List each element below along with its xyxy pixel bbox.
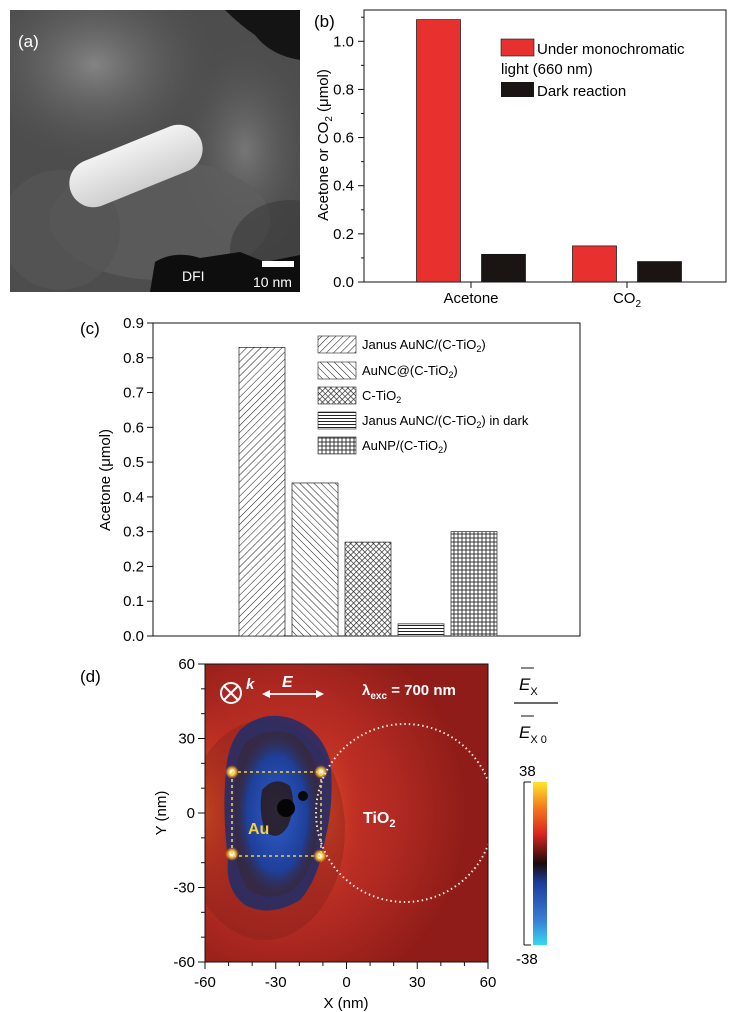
nanorod xyxy=(69,124,203,208)
x-tick-label-d: -60 xyxy=(194,974,216,991)
panel-a: (a) DFI 10 nm xyxy=(10,10,300,292)
y-tick-label-b: 1.0 xyxy=(333,33,354,50)
bar-b-dark xyxy=(637,261,682,283)
y-tick-label-c: 0.0 xyxy=(123,628,144,645)
legend-b: Under monochromatic light (660 nm) Dark … xyxy=(500,38,685,100)
y-tick-label-c: 0.9 xyxy=(123,315,144,332)
panel-c: (c) 0.0 0.1 0.2 0.3 0.4 0.5 0.6 0.7 0.8 0.9 Aceto… xyxy=(80,315,581,645)
au-label: Au xyxy=(248,821,269,838)
legend-label-c: C-TiO2 xyxy=(362,388,401,405)
k-label: k xyxy=(246,676,255,693)
y-tick-label-b: 0.2 xyxy=(333,226,354,243)
legend-swatch-light xyxy=(500,38,535,57)
e-arrow xyxy=(262,690,324,698)
legend-label-c: Janus AuNC/(C-TiO2) xyxy=(362,337,486,354)
y-tick-label-b: 0.6 xyxy=(333,130,354,147)
legend-label-c: AuNC@(C-TiO2) xyxy=(362,363,458,380)
colorbar-min: -38 xyxy=(516,951,538,968)
legend-label-c: Janus AuNC/(C-TiO2) in dark xyxy=(362,413,529,430)
y-tick-label-d: 60 xyxy=(178,656,195,673)
legend-label-c: AuNP/(C-TiO2) xyxy=(362,438,447,455)
x-tick-label-b: Acetone xyxy=(443,290,498,307)
y-tick-label-c: 0.1 xyxy=(123,593,144,610)
panel-b: (b) 0.0 0.2 0.4 0.6 0.8 1.0 Acetone CO2 Aceton… xyxy=(314,9,727,310)
tio2-label: TiO2 xyxy=(363,810,396,830)
x-tick-label-d: 0 xyxy=(342,974,350,991)
bar-b-light xyxy=(416,19,461,283)
e-label: E xyxy=(282,674,294,691)
bar-c xyxy=(238,346,286,637)
panel-d-label: (d) xyxy=(80,667,101,686)
legend-label-light-1: Under monochromatic xyxy=(537,41,685,58)
y-tick-label-b: 0.4 xyxy=(333,178,354,195)
colorbar-max: 38 xyxy=(519,763,536,780)
y-axis-label-b: Acetone or CO2 (μmol) xyxy=(315,69,335,221)
dfi-label: DFI xyxy=(182,268,205,284)
bar-c xyxy=(344,541,392,637)
bar-c xyxy=(397,623,445,637)
legend-swatch-c xyxy=(317,335,357,354)
x-tick-label-d: 30 xyxy=(409,974,426,991)
legend-label-light-2: light (660 nm) xyxy=(501,61,593,78)
au-outline xyxy=(231,771,322,857)
axes-d: -60 -30 0 30 60 60 30 0 -30 -60 xyxy=(173,656,496,991)
plot-frame-b xyxy=(363,9,727,283)
bars-c xyxy=(238,346,498,637)
legend-swatch-c xyxy=(317,436,357,455)
y-tick-label-c: 0.6 xyxy=(123,419,144,436)
scale-bar-label: 10 nm xyxy=(253,274,292,290)
y-tick-label-d: -30 xyxy=(173,880,195,897)
panel-b-label: (b) xyxy=(314,12,335,31)
colorbar-den: EX 0 xyxy=(519,723,547,746)
y-tick-label-c: 0.8 xyxy=(123,350,144,367)
legend-label-dark: Dark reaction xyxy=(537,83,626,100)
x-axis-b: Acetone CO2 xyxy=(443,282,641,310)
scale-bar xyxy=(262,261,294,267)
legend-swatch-c xyxy=(317,361,357,380)
y-axis-b: 0.0 0.2 0.4 0.6 0.8 1.0 xyxy=(333,16,364,291)
bar-c xyxy=(291,482,339,637)
bar-b-dark xyxy=(481,253,526,283)
legend-swatch-c xyxy=(317,386,357,405)
excitation-label: λexc = 700 nm xyxy=(362,682,456,702)
x-tick-label-d: -30 xyxy=(265,974,287,991)
y-tick-label-c: 0.2 xyxy=(123,558,144,575)
y-tick-label-d: 0 xyxy=(187,805,195,822)
legend-c: Janus AuNC/(C-TiO2) AuNC@(C-TiO2) C-TiO2 Ja… xyxy=(317,335,529,455)
y-tick-label-c: 0.3 xyxy=(123,524,144,541)
y-axis-label-d: Y (nm) xyxy=(153,791,170,836)
y-tick-label-c: 0.5 xyxy=(123,454,144,471)
y-tick-label-c: 0.7 xyxy=(123,385,144,402)
colorbar-title: EX EX 0 xyxy=(514,667,558,746)
y-tick-label-b: 0.8 xyxy=(333,81,354,98)
panel-c-label: (c) xyxy=(80,319,100,338)
tio2-outline xyxy=(315,723,488,903)
colorbar xyxy=(533,782,547,945)
bars-b xyxy=(416,19,682,283)
y-tick-label-b: 0.0 xyxy=(333,274,354,291)
k-vector-symbol xyxy=(220,682,242,704)
panel-d: (d) -60 -30 0 30 60 60 30 0 -30 -60 k E xyxy=(80,656,558,1012)
bar-c xyxy=(450,531,498,637)
y-axis-c: 0.0 0.1 0.2 0.3 0.4 0.5 0.6 0.7 0.8 0.9 xyxy=(123,315,153,645)
panel-a-label: (a) xyxy=(18,32,39,51)
y-tick-label-d: -60 xyxy=(173,954,195,971)
field-map xyxy=(205,664,488,962)
x-tick-label-d: 60 xyxy=(480,974,497,991)
y-axis-label-c: Acetone (μmol) xyxy=(97,429,114,531)
bar-b-light xyxy=(572,245,617,283)
y-tick-label-d: 30 xyxy=(178,731,195,748)
y-tick-label-c: 0.4 xyxy=(123,489,144,506)
legend-swatch-c xyxy=(317,411,357,430)
legend-swatch-dark xyxy=(501,82,534,97)
tem-image xyxy=(10,10,300,292)
x-tick-label-b: CO2 xyxy=(613,290,642,310)
x-axis-label-d: X (nm) xyxy=(324,995,369,1012)
colorbar-num: EX xyxy=(519,675,538,698)
